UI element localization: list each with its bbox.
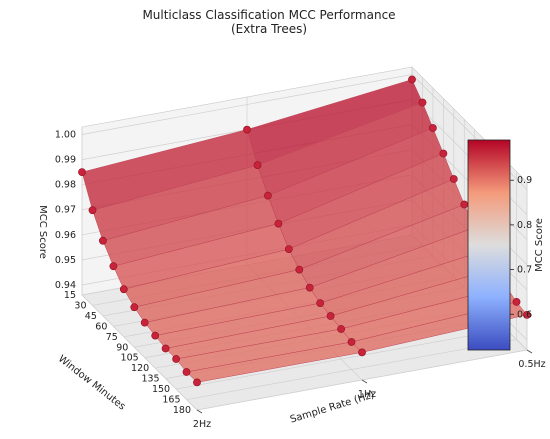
data-point — [428, 124, 437, 132]
data-point — [337, 325, 345, 333]
y-tick-label: 60 — [95, 321, 107, 332]
data-point — [193, 378, 201, 387]
data-point — [326, 312, 335, 320]
data-point — [182, 368, 191, 376]
y-tick-label: 180 — [173, 405, 191, 416]
x-axis-label: Sample Rate (Hz) — [289, 390, 376, 426]
y-tick-label: 120 — [131, 363, 149, 374]
y-tick-label: 15 — [64, 290, 76, 301]
y-tick-label: 90 — [116, 342, 128, 353]
data-point — [523, 310, 531, 319]
x-tick-label: 1Hz — [358, 389, 376, 400]
chart-subtitle: (Extra Trees) — [231, 22, 307, 36]
data-point — [253, 161, 262, 169]
data-point — [119, 285, 128, 294]
data-point — [408, 75, 416, 84]
data-point — [88, 206, 97, 215]
chart-title: Multiclass Classification MCC Performanc… — [142, 8, 395, 22]
data-point — [151, 331, 160, 340]
data-point — [347, 338, 356, 346]
colorbar-ticks: 0.6 0.7 0.8 0.9 — [510, 175, 532, 320]
y-axis-label: Window Minutes — [56, 353, 127, 412]
data-point — [99, 236, 107, 245]
z-tick-label: 0.97 — [55, 205, 76, 216]
x-tick-label: 0.5Hz — [518, 359, 545, 370]
data-point — [316, 299, 325, 307]
x-tick-mark — [361, 379, 368, 384]
z-tick-label: 0.94 — [55, 280, 76, 291]
data-point — [109, 262, 118, 271]
data-point — [295, 265, 304, 274]
y-tick-label: 150 — [152, 384, 170, 395]
data-point — [172, 355, 180, 363]
data-point — [449, 175, 458, 183]
grid-line — [81, 294, 198, 411]
x-tick-mark — [526, 349, 533, 354]
y-tick-label: 45 — [85, 311, 97, 322]
z-tick-label: 0.98 — [55, 180, 76, 191]
axis-ticks: 0.94 0.95 0.96 0.97 0.98 0.99 1.00 153045607590… — [55, 130, 546, 431]
data-point — [512, 297, 521, 306]
z-axis-label: MCC Score — [37, 205, 48, 259]
data-point — [78, 168, 86, 176]
data-point — [140, 318, 149, 327]
z-tick-label: 0.99 — [55, 155, 76, 166]
data-point — [161, 344, 170, 353]
z-tick-label: 0.95 — [55, 255, 76, 266]
data-point — [243, 125, 251, 134]
y-tick-label: 75 — [106, 332, 118, 343]
colorbar-label: MCC Score — [534, 218, 545, 272]
y-tick-label: 165 — [162, 395, 180, 406]
grid-line — [186, 339, 517, 400]
colorbar — [467, 139, 511, 351]
colorbar-tick-label: 0.7 — [517, 265, 532, 276]
x-tick-label: 2Hz — [193, 419, 211, 430]
colorbar-tick-label: 0.9 — [517, 175, 532, 186]
data-point — [418, 98, 427, 107]
data-point — [284, 245, 293, 253]
data-point — [305, 283, 314, 292]
data-point — [263, 191, 272, 200]
y-tick-label: 135 — [141, 374, 159, 385]
data-points — [78, 75, 531, 387]
data-point — [130, 303, 139, 312]
data-point — [439, 149, 448, 158]
colorbar-tick-label: 0.6 — [517, 309, 532, 320]
colorbar-tick-label: 0.8 — [517, 220, 532, 231]
y-tick-label: 30 — [74, 301, 86, 312]
data-point — [358, 348, 366, 357]
data-point — [460, 200, 469, 209]
x-tick-mark — [196, 409, 203, 414]
z-tick-label: 1.00 — [55, 130, 76, 141]
z-tick-label: 0.96 — [55, 230, 76, 241]
grid-line — [176, 328, 507, 390]
y-tick-label: 105 — [121, 353, 139, 364]
data-point — [274, 219, 283, 228]
